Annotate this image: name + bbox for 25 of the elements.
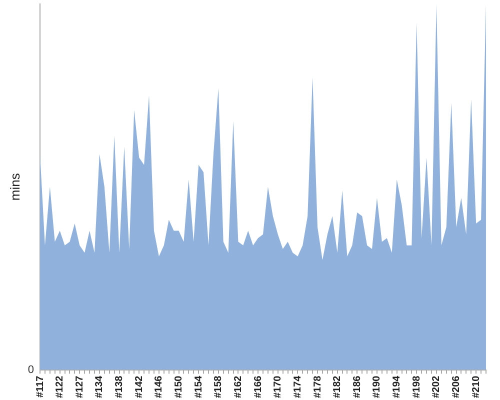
x-tick-label: #178 [312, 375, 324, 398]
x-tick-label: #166 [252, 375, 264, 398]
x-tick-label: #174 [292, 375, 304, 398]
x-tick-label: #154 [193, 375, 204, 398]
x-tick-label: #150 [174, 375, 185, 398]
x-tick-label: #162 [232, 375, 244, 398]
x-tick-label: #117 [34, 375, 46, 398]
x-tick-label: #210 [470, 375, 482, 398]
text: 0 [28, 364, 34, 376]
x-tick-label: #127 [74, 375, 86, 398]
x-tick-label: #138 [114, 375, 126, 398]
y-axis-title: mins [7, 172, 22, 201]
x-tick-label: #206 [451, 375, 462, 398]
x-tick-label: #146 [154, 375, 165, 398]
x-tick-label: #186 [352, 375, 363, 398]
x-tick-label: #122 [54, 375, 66, 398]
x-tick-label: #182 [332, 375, 344, 398]
x-tick-label: #158 [213, 375, 224, 398]
x-tick-label: #170 [272, 375, 284, 398]
x-tick-label: #142 [134, 375, 145, 398]
x-tick-label: #194 [392, 375, 403, 398]
x-tick-label: #202 [431, 375, 442, 398]
x-tick-label: #198 [411, 375, 422, 398]
x-tick-label: #134 [94, 375, 106, 398]
x-tick-label: #190 [372, 375, 383, 398]
